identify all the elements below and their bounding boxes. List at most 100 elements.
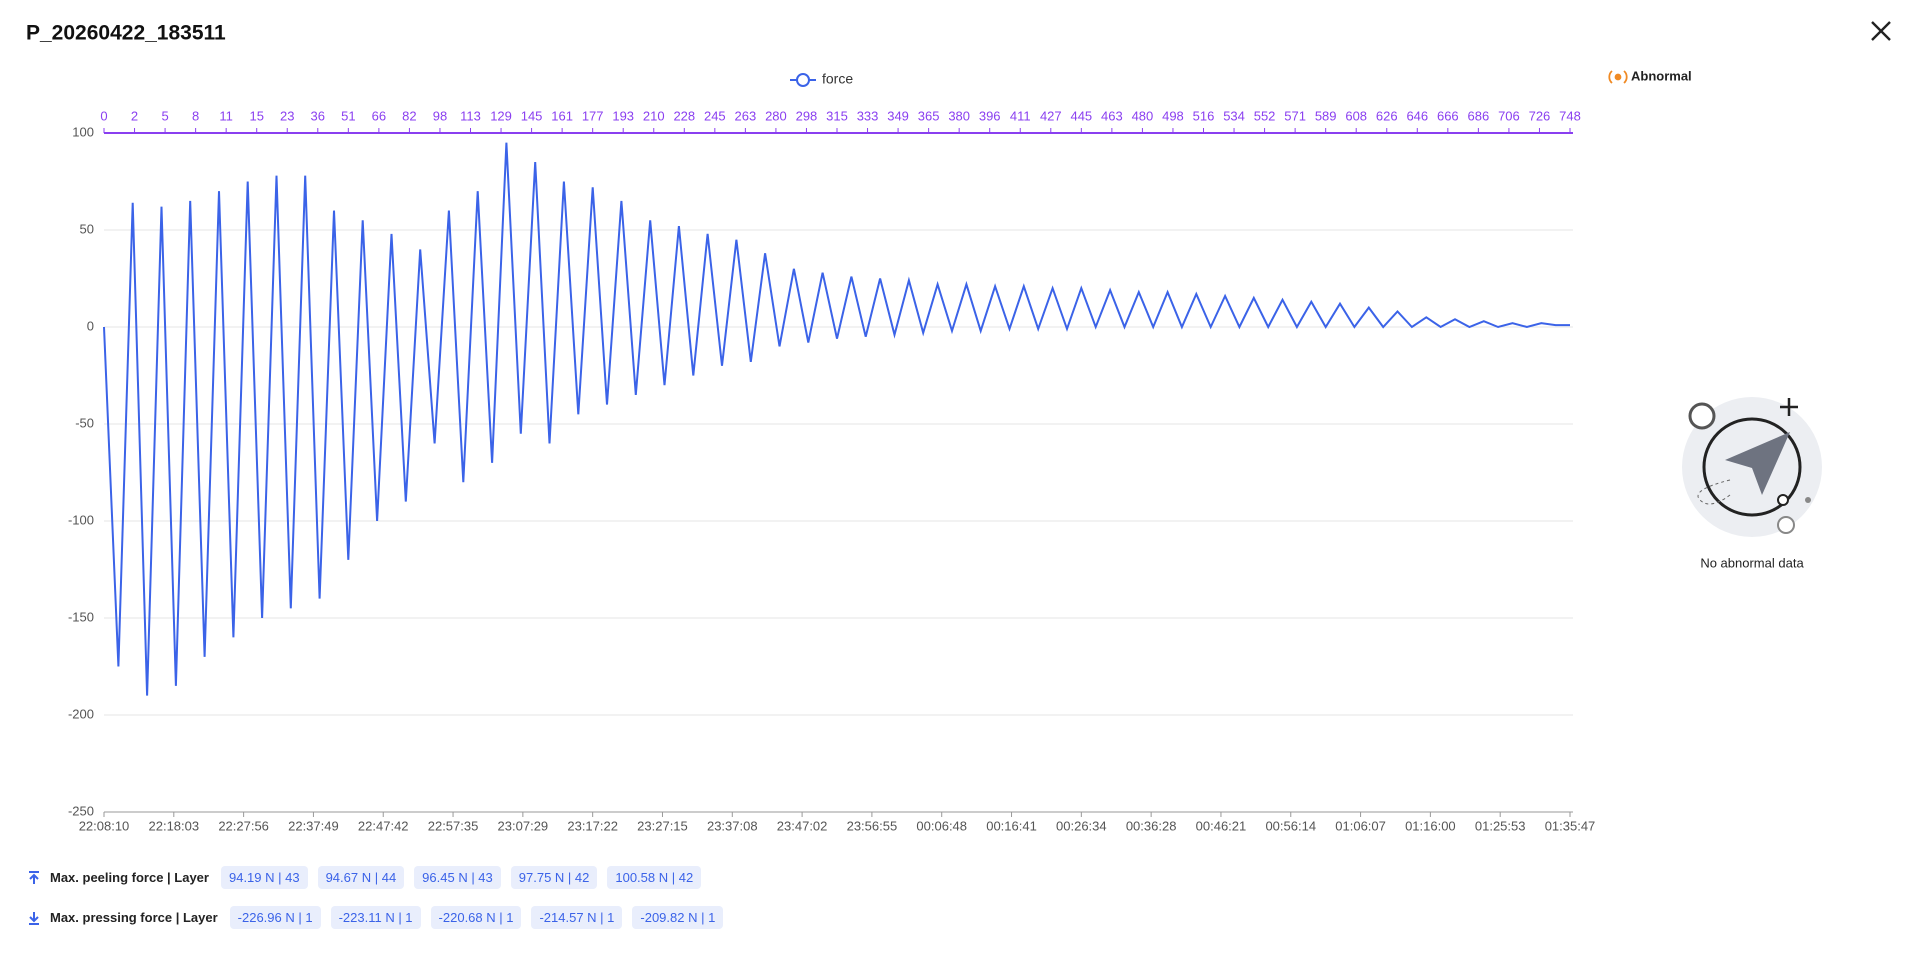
- top-tick-label: 66: [372, 108, 386, 123]
- x-tick-label: 00:56:14: [1265, 818, 1316, 833]
- top-tick-label: 608: [1345, 108, 1367, 123]
- top-tick-label: 51: [341, 108, 355, 123]
- top-tick-label: 15: [249, 108, 263, 123]
- empty-illustration: [1682, 397, 1822, 537]
- top-tick-label: 365: [918, 108, 940, 123]
- stat-chip: -209.82 N | 1: [632, 906, 724, 929]
- stat-row: Max. pressing force | Layer -226.96 N | 1…: [28, 906, 724, 929]
- x-tick-label: 22:47:42: [358, 818, 409, 833]
- y-tick-label: -200: [68, 706, 94, 721]
- top-tick-label: 534: [1223, 108, 1245, 123]
- top-tick-label: 245: [704, 108, 726, 123]
- top-tick-label: 280: [765, 108, 787, 123]
- legend-marker: [796, 73, 810, 87]
- stat-label: Max. pressing force | Layer: [50, 910, 218, 925]
- stat-label: Max. peeling force | Layer: [50, 870, 209, 885]
- top-tick-label: 129: [490, 108, 512, 123]
- top-tick-label: 228: [673, 108, 695, 123]
- top-tick-label: 463: [1101, 108, 1123, 123]
- top-tick-label: 427: [1040, 108, 1062, 123]
- top-tick-label: 552: [1254, 108, 1276, 123]
- y-tick-label: -150: [68, 609, 94, 624]
- download-icon: [29, 911, 39, 925]
- y-tick-label: -100: [68, 512, 94, 527]
- top-tick-label: 396: [979, 108, 1001, 123]
- top-tick-label: 445: [1070, 108, 1092, 123]
- x-tick-label: 23:17:22: [567, 818, 618, 833]
- x-tick-label: 22:08:10: [79, 818, 130, 833]
- stat-chip: 94.19 N | 43: [220, 866, 308, 889]
- top-tick-label: 315: [826, 108, 848, 123]
- top-tick-label: 98: [433, 108, 447, 123]
- top-tick-label: 349: [887, 108, 909, 123]
- title: P_20260422_183511: [26, 22, 226, 45]
- x-tick-label: 22:37:49: [288, 818, 339, 833]
- top-tick-label: 36: [311, 108, 325, 123]
- x-tick-label: 00:26:34: [1056, 818, 1107, 833]
- top-tick-label: 706: [1498, 108, 1520, 123]
- top-tick-label: 748: [1559, 108, 1581, 123]
- stat-chip: -223.11 N | 1: [330, 906, 421, 929]
- y-tick-label: -250: [68, 803, 94, 818]
- x-tick-label: 01:35:47: [1545, 818, 1596, 833]
- x-tick-label: 23:37:08: [707, 818, 758, 833]
- y-tick-label: 50: [80, 221, 94, 236]
- stat-chip: -220.68 N | 1: [430, 906, 522, 929]
- top-tick-label: 113: [460, 108, 481, 123]
- top-tick-label: 411: [1010, 108, 1031, 123]
- abnormal-icon: [1608, 70, 1628, 84]
- x-tick-label: 01:06:07: [1335, 818, 1386, 833]
- top-tick-label: 8: [192, 108, 199, 123]
- upload-icon: [29, 870, 39, 884]
- x-tick-label: 01:25:53: [1475, 818, 1526, 833]
- x-tick-label: 22:27:56: [218, 818, 269, 833]
- x-tick-label: 01:16:00: [1405, 818, 1456, 833]
- top-tick-label: 333: [857, 108, 879, 123]
- x-tick-label: 23:07:29: [498, 818, 549, 833]
- y-tick-label: -50: [75, 415, 94, 430]
- top-tick-label: 82: [402, 108, 416, 123]
- force-line: [103, 142, 1570, 696]
- top-tick-label: 263: [735, 108, 757, 123]
- stat-chip: -214.57 N | 1: [531, 906, 623, 929]
- x-tick-label: 00:36:28: [1126, 818, 1177, 833]
- top-tick-label: 177: [582, 108, 604, 123]
- top-tick-label: 23: [280, 108, 294, 123]
- top-tick-label: 2: [131, 108, 138, 123]
- x-tick-label: 00:06:48: [916, 818, 967, 833]
- top-tick-label: 686: [1468, 108, 1490, 123]
- stat-chip: 94.67 N | 44: [317, 866, 405, 889]
- top-tick-label: 5: [161, 108, 168, 123]
- stat-chip: 100.58 N | 42: [607, 866, 702, 889]
- close-button[interactable]: [1871, 21, 1891, 41]
- top-tick-label: 666: [1437, 108, 1459, 123]
- top-tick-label: 626: [1376, 108, 1398, 123]
- top-tick-label: 145: [521, 108, 543, 123]
- x-tick-label: 00:16:41: [986, 818, 1037, 833]
- legend-label: force: [822, 71, 853, 87]
- x-tick-label: 00:46:21: [1196, 818, 1247, 833]
- y-tick-label: 0: [87, 318, 94, 333]
- x-tick-label: 22:18:03: [149, 818, 200, 833]
- x-tick-label: 23:47:02: [777, 818, 828, 833]
- top-tick-label: 298: [796, 108, 818, 123]
- top-tick-label: 0: [100, 108, 107, 123]
- top-tick-label: 480: [1132, 108, 1154, 123]
- top-tick-label: 498: [1162, 108, 1184, 123]
- abnormal-title: Abnormal: [1631, 68, 1692, 83]
- stat-chip: 97.75 N | 42: [510, 866, 598, 889]
- y-tick-label: 100: [72, 124, 94, 139]
- top-tick-label: 11: [219, 108, 233, 123]
- x-tick-label: 23:27:15: [637, 818, 688, 833]
- x-tick-label: 23:56:55: [847, 818, 898, 833]
- top-tick-label: 726: [1529, 108, 1551, 123]
- top-tick-label: 646: [1406, 108, 1428, 123]
- stat-row: Max. peeling force | Layer 94.19 N | 43 94…: [28, 866, 702, 889]
- x-tick-label: 22:57:35: [428, 818, 479, 833]
- top-tick-label: 161: [551, 108, 573, 123]
- top-tick-label: 516: [1193, 108, 1215, 123]
- empty-text: No abnormal data: [1700, 555, 1804, 570]
